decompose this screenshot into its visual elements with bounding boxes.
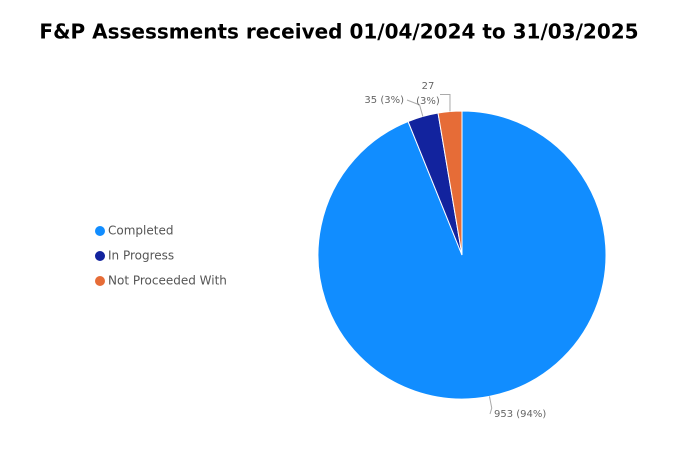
legend-label: Not Proceeded With	[108, 274, 227, 288]
legend-marker	[95, 251, 105, 261]
leader-line	[488, 396, 493, 415]
legend-marker	[95, 226, 105, 236]
data-label: 953 (94%)	[494, 409, 546, 420]
pie-slice	[437, 110, 463, 256]
leader-line	[440, 94, 451, 112]
legend-label: In Progress	[108, 249, 174, 263]
chart-title: F&P Assessments received 01/04/2024 to 3…	[39, 20, 638, 44]
data-label: 27 (3%)	[416, 81, 440, 107]
legend-label: Completed	[108, 224, 173, 238]
leader-line	[406, 99, 424, 117]
data-label: 35 (3%)	[364, 95, 404, 106]
legend-marker	[95, 276, 105, 286]
